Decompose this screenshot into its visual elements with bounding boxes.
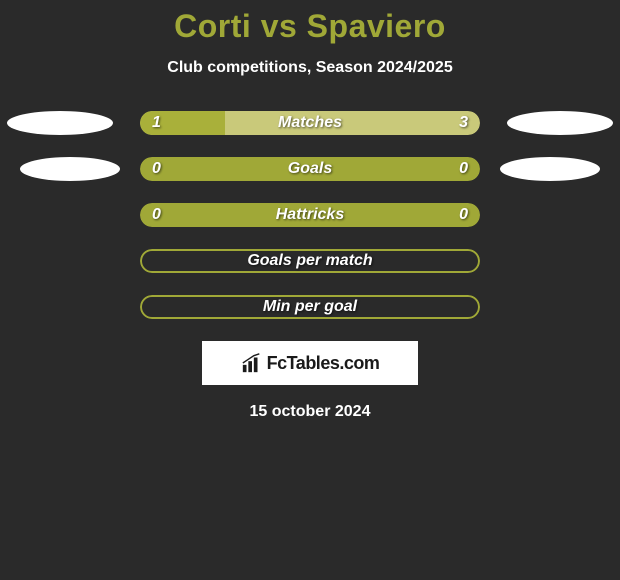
site-logo[interactable]: FcTables.com	[202, 341, 418, 385]
stat-row: 0 0 Hattricks	[0, 203, 620, 227]
stat-label: Hattricks	[276, 206, 344, 224]
logo-text: FcTables.com	[267, 353, 380, 374]
player-marker-left	[7, 111, 113, 135]
page-title: Corti vs Spaviero	[0, 8, 620, 45]
stat-label: Goals per match	[247, 252, 372, 270]
stat-row: 1 3 Matches	[0, 111, 620, 135]
stat-bar: 0 0 Goals	[140, 157, 480, 181]
date-label: 15 october 2024	[0, 403, 620, 421]
player-marker-right	[500, 157, 600, 181]
page-subtitle: Club competitions, Season 2024/2025	[0, 59, 620, 77]
stat-value-left: 0	[152, 203, 161, 227]
stat-row: Min per goal	[0, 295, 620, 319]
stat-label: Matches	[278, 114, 342, 132]
stat-value-right: 0	[459, 157, 468, 181]
stat-bar: 1 3 Matches	[140, 111, 480, 135]
stat-value-right: 3	[459, 111, 468, 135]
stat-value-right: 0	[459, 203, 468, 227]
comparison-widget: Corti vs Spaviero Club competitions, Sea…	[0, 0, 620, 421]
stat-label: Goals	[288, 160, 332, 178]
player-marker-left	[20, 157, 120, 181]
stats-chart: 1 3 Matches 0 0 Goals 0 0 Hattricks Goals per mat…	[0, 111, 620, 319]
stat-value-left: 1	[152, 111, 161, 135]
stat-value-left: 0	[152, 157, 161, 181]
stat-label: Min per goal	[263, 298, 357, 316]
stat-bar: Goals per match	[140, 249, 480, 273]
player-marker-right	[507, 111, 613, 135]
stat-bar: Min per goal	[140, 295, 480, 319]
stat-bar: 0 0 Hattricks	[140, 203, 480, 227]
stat-row: Goals per match	[0, 249, 620, 273]
bar-chart-icon	[241, 352, 263, 374]
stat-row: 0 0 Goals	[0, 157, 620, 181]
